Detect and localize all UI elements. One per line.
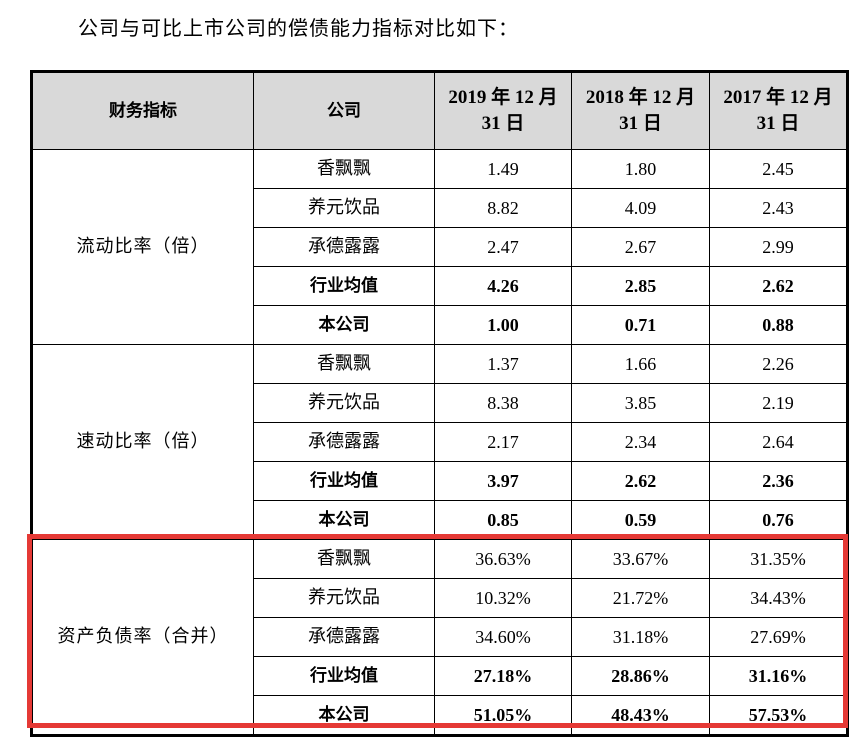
- value-cell: 0.71: [571, 305, 710, 345]
- table-row: 承德露露 2.17 2.34 2.64: [32, 422, 848, 462]
- table-row: 流动比率（倍） 香飘飘 1.49 1.80 2.45: [31, 149, 848, 345]
- value-cell: 1.49: [434, 149, 572, 189]
- value-cell: 2.43: [709, 188, 848, 228]
- header-year-2019-line1: 2019 年 12 月: [448, 87, 558, 108]
- company-cell: 养元饮品: [253, 578, 435, 618]
- header-year-2019-line2: 31 日: [481, 113, 525, 134]
- company-cell: 养元饮品: [253, 188, 435, 228]
- header-year-2017-line1: 2017 年 12 月: [723, 87, 833, 108]
- value-cell: 2.62: [709, 266, 848, 306]
- value-cell: 51.05%: [434, 695, 572, 736]
- value-cell: 2.45: [709, 149, 848, 189]
- company-cell: 承德露露: [253, 617, 435, 657]
- value-cell: 34.60%: [434, 617, 572, 657]
- value-cell: 31.16%: [709, 656, 848, 696]
- intro-text: 公司与可比上市公司的偿债能力指标对比如下：: [78, 16, 519, 40]
- table-body: 流动比率（倍） 香飘飘 1.49 1.80 2.45 养元饮品 8.82 4.09 2.43 承德…: [31, 149, 848, 736]
- value-cell: 10.32%: [434, 578, 572, 618]
- company-cell: 本公司: [253, 500, 435, 540]
- company-cell: 承德露露: [253, 422, 435, 462]
- value-cell: 2.67: [571, 227, 710, 267]
- value-cell: 0.88: [709, 305, 848, 345]
- table-row: 本公司 0.85 0.59 0.76: [32, 500, 848, 540]
- value-cell: 8.82: [434, 188, 572, 228]
- company-cell: 行业均值: [253, 656, 435, 696]
- value-cell: 2.99: [709, 227, 848, 267]
- value-cell: 1.37: [434, 344, 572, 384]
- company-cell: 行业均值: [253, 266, 435, 306]
- table-row: 行业均值 27.18% 28.86% 31.16%: [32, 656, 848, 696]
- value-cell: 4.09: [571, 188, 710, 228]
- company-cell: 养元饮品: [253, 383, 435, 423]
- value-cell: 2.47: [434, 227, 572, 267]
- value-cell: 33.67%: [571, 539, 710, 579]
- header-year-2019: 2019 年 12 月 31 日: [434, 71, 572, 150]
- metric-group-label: 资产负债率（合并）: [31, 539, 254, 736]
- metric-group-label: 流动比率（倍）: [31, 149, 254, 345]
- company-cell: 承德露露: [253, 227, 435, 267]
- value-cell: 1.00: [434, 305, 572, 345]
- table-row: 行业均值 3.97 2.62 2.36: [32, 461, 848, 501]
- value-cell: 4.26: [434, 266, 572, 306]
- table-row: 本公司 1.00 0.71 0.88: [32, 305, 848, 345]
- company-cell: 香飘飘: [253, 539, 435, 579]
- value-cell: 0.59: [571, 500, 710, 540]
- value-cell: 57.53%: [709, 695, 848, 736]
- table-row: 资产负债率（合并） 香飘飘 36.63% 33.67% 31.35%: [31, 539, 848, 736]
- value-cell: 2.34: [571, 422, 710, 462]
- value-cell: 21.72%: [571, 578, 710, 618]
- header-year-2018: 2018 年 12 月 31 日: [571, 71, 710, 150]
- value-cell: 34.43%: [709, 578, 848, 618]
- value-cell: 8.38: [434, 383, 572, 423]
- header-year-2017: 2017 年 12 月 31 日: [709, 71, 848, 150]
- value-cell: 2.62: [571, 461, 710, 501]
- value-cell: 36.63%: [434, 539, 572, 579]
- value-cell: 2.36: [709, 461, 848, 501]
- company-cell: 香飘飘: [253, 344, 435, 384]
- company-cell: 本公司: [253, 305, 435, 345]
- value-cell: 2.17: [434, 422, 572, 462]
- value-cell: 31.18%: [571, 617, 710, 657]
- value-cell: 2.26: [709, 344, 848, 384]
- metric-group-label: 速动比率（倍）: [31, 344, 254, 540]
- value-cell: 2.85: [571, 266, 710, 306]
- table-row: 承德露露 2.47 2.67 2.99: [32, 227, 848, 267]
- table-row: 行业均值 4.26 2.85 2.62: [32, 266, 848, 306]
- value-cell: 28.86%: [571, 656, 710, 696]
- value-cell: 0.76: [709, 500, 848, 540]
- value-cell: 1.80: [571, 149, 710, 189]
- value-cell: 2.64: [709, 422, 848, 462]
- header-year-2018-line1: 2018 年 12 月: [585, 87, 696, 108]
- header-metric: 财务指标: [31, 71, 254, 150]
- value-cell: 3.97: [434, 461, 572, 501]
- company-cell: 本公司: [253, 695, 435, 736]
- table-row: 养元饮品 8.38 3.85 2.19: [32, 383, 848, 423]
- header-company: 公司: [253, 71, 435, 150]
- value-cell: 3.85: [571, 383, 710, 423]
- value-cell: 1.66: [571, 344, 710, 384]
- solvency-comparison-table: 财务指标 公司 2019 年 12 月 31 日 2018 年 12 月 31 …: [30, 70, 849, 737]
- header-year-2018-line2: 31 日: [619, 113, 662, 134]
- value-cell: 48.43%: [571, 695, 710, 736]
- table-row: 速动比率（倍） 香飘飘 1.37 1.66 2.26: [31, 344, 848, 540]
- value-cell: 27.18%: [434, 656, 572, 696]
- value-cell: 0.85: [434, 500, 572, 540]
- value-cell: 2.19: [709, 383, 848, 423]
- header-year-2017-line2: 31 日: [756, 113, 800, 134]
- table-row: 本公司 51.05% 48.43% 57.53%: [32, 695, 848, 736]
- header-row: 财务指标 公司 2019 年 12 月 31 日 2018 年 12 月 31 …: [31, 71, 848, 150]
- value-cell: 31.35%: [709, 539, 848, 579]
- table-row: 养元饮品 8.82 4.09 2.43: [32, 188, 848, 228]
- value-cell: 27.69%: [709, 617, 848, 657]
- company-cell: 香飘飘: [253, 149, 435, 189]
- company-cell: 行业均值: [253, 461, 435, 501]
